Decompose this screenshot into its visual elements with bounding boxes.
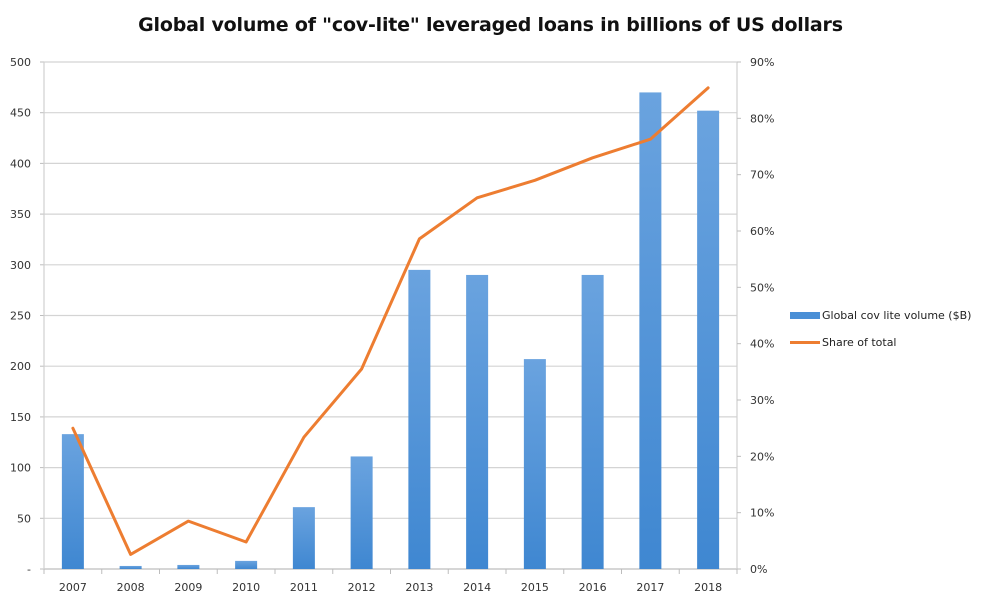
legend-label-share: Share of total	[822, 336, 897, 349]
left-tick-label: 150	[10, 411, 31, 424]
bar-2017	[639, 92, 662, 570]
chart-title: Global volume of "cov-lite" leveraged lo…	[138, 14, 843, 36]
x-tick-label: 2008	[117, 581, 145, 594]
left-tick-label: 500	[10, 56, 31, 69]
bar-2009	[177, 564, 200, 569]
x-tick-label: 2009	[174, 581, 202, 594]
x-tick-label: 2016	[579, 581, 607, 594]
left-tick-label: 300	[10, 259, 31, 272]
x-tick-label: 2007	[59, 581, 87, 594]
bar-2007	[61, 434, 84, 569]
x-tick-label: 2012	[348, 581, 376, 594]
left-tick-label: 450	[10, 107, 31, 120]
bar-swatch-icon	[790, 312, 820, 319]
left-tick-label: 200	[10, 360, 31, 373]
left-axis: - 50 100 150 200 250 300 350 400 450 500	[10, 56, 45, 576]
x-tick-label: 2011	[290, 581, 318, 594]
right-tick-label: 20%	[750, 450, 774, 463]
right-tick-label: 80%	[750, 112, 774, 125]
legend-label-volume: Global cov lite volume ($B)	[822, 309, 972, 322]
right-axis: 0% 10% 20% 30% 40% 50% 60% 70% 80% 90%	[736, 56, 774, 576]
x-axis: 2007 2008 2009 2010 2011 2012 2013 2014 2015 2016…	[43, 569, 738, 594]
x-tick-label: 2014	[463, 581, 491, 594]
bar-2013	[408, 269, 431, 569]
legend-item-share: Share of total	[790, 329, 971, 356]
x-tick-label: 2018	[694, 581, 722, 594]
bar-series	[61, 92, 720, 570]
bar-2012	[350, 456, 373, 569]
x-tick-label: 2010	[232, 581, 260, 594]
right-tick-label: 40%	[750, 338, 774, 351]
left-tick-label: 50	[17, 512, 31, 525]
legend: Global cov lite volume ($B) Share of tot…	[790, 302, 971, 356]
line-series	[71, 86, 710, 556]
share-line	[71, 86, 710, 556]
right-tick-label: 50%	[750, 281, 774, 294]
line-swatch-icon	[790, 341, 820, 344]
legend-item-volume: Global cov lite volume ($B)	[790, 302, 971, 329]
left-tick-label: 100	[10, 462, 31, 475]
right-tick-label: 60%	[750, 225, 774, 238]
x-tick-label: 2017	[636, 581, 664, 594]
left-tick-label: 250	[10, 310, 31, 323]
right-tick-label: 90%	[750, 56, 774, 69]
left-tick-label: -	[27, 563, 31, 576]
right-tick-label: 10%	[750, 507, 774, 520]
left-tick-label: 350	[10, 208, 31, 221]
left-tick-label: 400	[10, 157, 31, 170]
bar-2016	[581, 274, 604, 569]
x-tick-label: 2013	[405, 581, 433, 594]
bar-2014	[466, 274, 489, 569]
right-tick-label: 0%	[750, 563, 767, 576]
right-tick-label: 70%	[750, 169, 774, 182]
gridlines	[44, 61, 737, 570]
x-tick-label: 2015	[521, 581, 549, 594]
bar-2010	[235, 560, 258, 569]
bar-2011	[292, 507, 315, 569]
bar-2018	[697, 110, 720, 569]
bar-2015	[523, 359, 546, 569]
bar-2008	[119, 565, 142, 569]
right-tick-label: 30%	[750, 394, 774, 407]
